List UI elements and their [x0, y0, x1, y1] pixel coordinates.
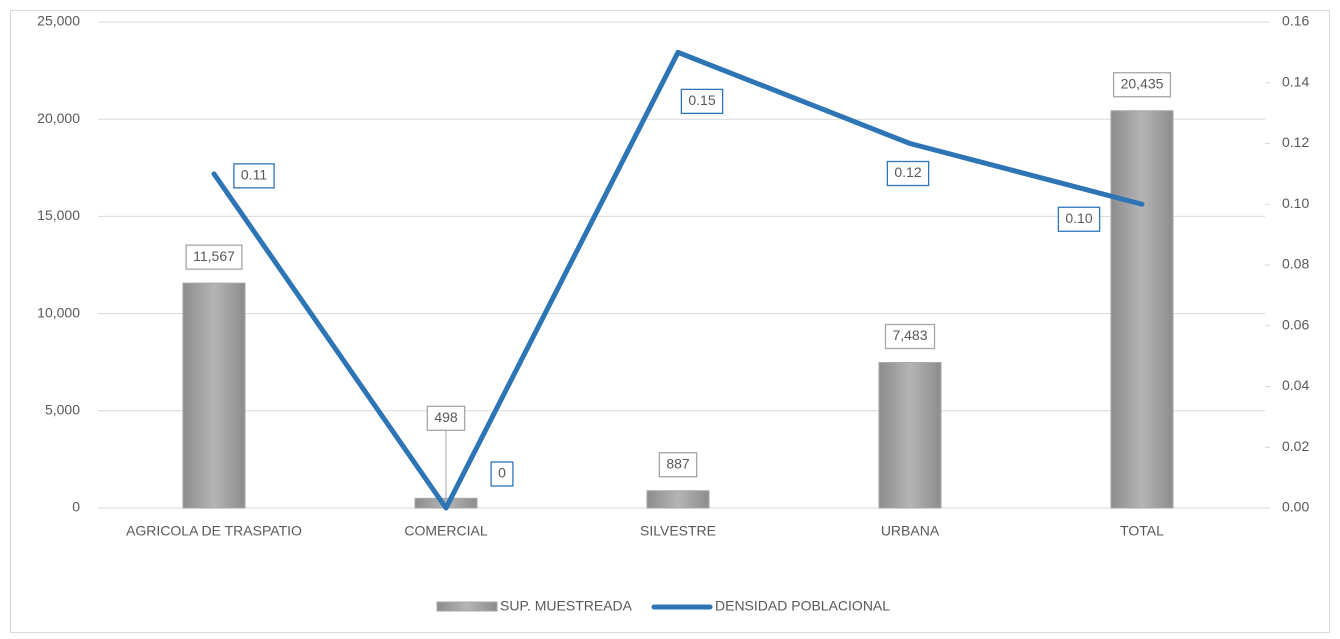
y-tick-label: 15,000 [37, 207, 80, 223]
x-tick-label: COMERCIAL [404, 523, 487, 539]
legend-label: SUP. MUESTREADA [500, 598, 633, 614]
y-tick-label: 10,000 [37, 304, 80, 320]
bar [646, 490, 710, 509]
line-label: 0 [498, 465, 506, 481]
bar-label: 11,567 [193, 248, 235, 264]
y-tick-label: 20,000 [37, 110, 80, 126]
y2-tick-label: 0.00 [1282, 499, 1309, 515]
bar-label-box [185, 244, 243, 270]
bar-label-box [884, 323, 936, 350]
y-tick-label: 0 [72, 499, 80, 515]
line-label: 0.15 [688, 92, 715, 108]
y2-tick-label: 0.10 [1282, 195, 1309, 211]
y2-tick-label: 0.06 [1282, 316, 1309, 332]
x-tick-label: SILVESTRE [640, 523, 716, 539]
bar [878, 362, 942, 509]
line [211, 49, 1145, 511]
x-tick-label: TOTAL [1120, 523, 1164, 539]
bar-label: 20,435 [1121, 75, 1164, 91]
legend-label: DENSIDAD POBLACIONAL [715, 598, 890, 614]
y-tick-label: 5,000 [45, 402, 80, 418]
x-tick-label: AGRICOLA DE TRASPATIO [126, 523, 302, 539]
bar-label: 887 [666, 455, 690, 471]
bar-label-box [1112, 72, 1172, 98]
line-label-box [1057, 206, 1101, 232]
y2-tick-label: 0.02 [1282, 438, 1309, 454]
y2-tick-label: 0.08 [1282, 256, 1309, 272]
bar-label: 7,483 [892, 327, 927, 343]
x-tick-label: URBANA [881, 523, 940, 539]
line-label-box [233, 163, 275, 189]
bar-label-box [658, 452, 698, 478]
bar [1110, 110, 1174, 509]
line-label-box [886, 160, 930, 187]
bar-label-box [426, 405, 466, 431]
y2-tick-label: 0.04 [1282, 377, 1309, 393]
y2-tick-label: 0.16 [1282, 13, 1309, 29]
line-label: 0.11 [241, 167, 267, 183]
bar [182, 282, 246, 509]
y2-tick-label: 0.14 [1282, 73, 1309, 89]
line-label: 0.12 [894, 164, 921, 180]
line-label: 0.10 [1065, 210, 1092, 226]
line-label-box [490, 461, 514, 487]
bar-label: 498 [434, 409, 458, 425]
legend-swatch [436, 601, 498, 612]
line-label-box [680, 88, 724, 115]
y-tick-label: 25,000 [37, 13, 80, 29]
y2-tick-label: 0.12 [1282, 134, 1309, 150]
